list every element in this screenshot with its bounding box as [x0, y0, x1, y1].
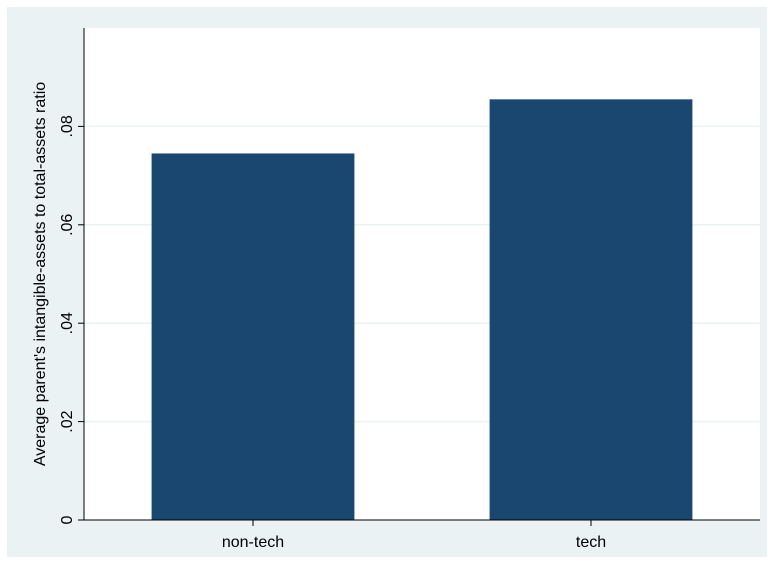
y-tick-label: .04 — [59, 312, 76, 334]
x-axis-ticks: non-tech tech — [222, 520, 606, 551]
x-tick-label: non-tech — [222, 534, 284, 551]
y-tick-label: .06 — [59, 214, 76, 236]
bar-non-tech — [151, 153, 355, 520]
y-axis-title: Average parent's intangible-assets to to… — [32, 82, 49, 466]
x-tick-label: tech — [576, 534, 606, 551]
y-tick-label: .08 — [59, 115, 76, 137]
y-tick-label: .02 — [59, 410, 76, 432]
y-tick-label: 0 — [59, 515, 76, 524]
bars — [151, 99, 693, 520]
y-axis-ticks: 0 .02 .04 .06 .08 — [59, 115, 84, 524]
bar-tech — [489, 99, 693, 520]
